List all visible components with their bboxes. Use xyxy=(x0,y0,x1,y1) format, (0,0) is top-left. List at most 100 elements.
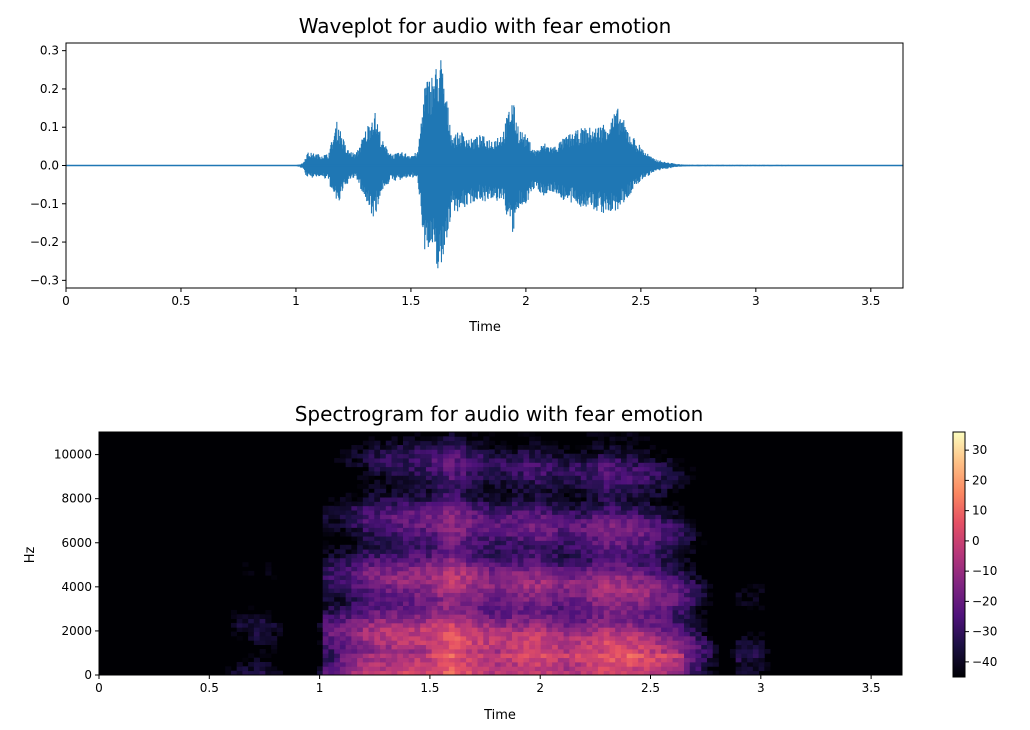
spectrogram-cell xyxy=(684,475,691,481)
spectrogram-cell xyxy=(506,622,513,628)
spectrogram-cell xyxy=(425,635,433,641)
spectrogram-cell xyxy=(523,527,530,533)
spectrogram-cell xyxy=(494,562,501,567)
spectrogram-cell xyxy=(534,640,542,646)
spectrogram-cell xyxy=(471,544,478,550)
spectrogram-cell xyxy=(414,488,421,494)
spectrogram-cell xyxy=(569,462,576,468)
spectrogram-cell xyxy=(437,605,444,611)
spectrogram-cell xyxy=(557,475,564,481)
spectrogram-cell xyxy=(540,453,547,459)
spectrogram-cell xyxy=(552,527,559,533)
spectrogram-cell xyxy=(540,570,547,576)
spectrogram-cell xyxy=(334,505,341,511)
spectrogram-cell xyxy=(466,583,473,589)
spectrogram-cell xyxy=(666,549,673,554)
spectrogram-cell xyxy=(563,614,570,619)
spectrogram-cell xyxy=(357,583,364,589)
spectrogram-cell xyxy=(534,458,542,463)
spectrogram-cell xyxy=(339,458,347,463)
spectrogram-cell xyxy=(643,505,651,511)
spectrogram-cell xyxy=(362,670,369,676)
spectrogram-cell xyxy=(397,601,404,606)
spectrogram-cell xyxy=(529,540,536,546)
spectrogram-cell xyxy=(638,462,645,468)
spectrogram-cell xyxy=(385,666,392,672)
spectrogram-cell xyxy=(339,497,347,502)
spectrogram-cell xyxy=(666,531,673,537)
spectrogram-cell xyxy=(408,536,415,541)
spectrogram-cell xyxy=(431,666,438,672)
spectrogram-cell xyxy=(483,484,490,489)
spectrogram-cell xyxy=(357,453,364,459)
spectrogram-cell xyxy=(443,458,450,463)
spectrogram-cell xyxy=(448,644,456,650)
spectrogram-cell xyxy=(511,514,519,520)
spectrogram-cell xyxy=(552,462,559,468)
spectrogram-cell xyxy=(460,601,467,606)
spectrogram-cell xyxy=(477,622,484,628)
spectrogram-cell xyxy=(477,445,484,450)
spectrogram-cell xyxy=(511,627,519,633)
spectrogram-cell xyxy=(592,601,599,606)
spectrogram-cell xyxy=(248,653,255,659)
spectrogram-cell xyxy=(506,510,513,515)
spectrogram-cell xyxy=(385,627,392,633)
spectrogram-cell xyxy=(448,471,456,476)
spectrogram-cell xyxy=(580,640,587,646)
spectrogram-cell xyxy=(695,575,702,580)
spectrogram-cell xyxy=(592,445,599,450)
spectrogram-cell xyxy=(638,666,645,672)
spectrogram-cell xyxy=(655,471,662,476)
spectrogram-cell xyxy=(575,640,582,646)
spectrogram-cell xyxy=(575,497,582,502)
spectrogram-cell xyxy=(569,549,576,554)
spectrogram-cell xyxy=(425,518,433,524)
spectrogram-cell xyxy=(563,458,570,463)
spectrogram-cell xyxy=(615,562,622,567)
spectrogram-cell xyxy=(437,514,444,520)
spectrogram-cell xyxy=(534,644,542,650)
spectrogram-cell xyxy=(695,631,702,637)
spectrogram-cell xyxy=(603,579,610,585)
spectrogram-cell xyxy=(334,596,341,602)
spectrogram-cell xyxy=(483,596,490,602)
spectrogram-cell xyxy=(534,653,542,659)
spectrogram-cell xyxy=(678,670,685,676)
spectrogram-cell xyxy=(678,523,685,528)
spectrogram-cell xyxy=(414,445,421,450)
spectrogram-cell xyxy=(672,622,679,628)
spectrogram-cell xyxy=(540,627,547,633)
spectrogram-cell xyxy=(437,475,444,481)
waveplot-x-tick-label: 3.5 xyxy=(861,294,880,308)
spectrogram-cell xyxy=(666,471,673,476)
spectrogram-cell xyxy=(672,635,679,641)
spectrogram-cell xyxy=(471,562,478,567)
spectrogram-cell xyxy=(632,531,639,537)
spectrogram-cell xyxy=(689,601,696,606)
spectrogram-cell xyxy=(385,653,392,659)
spectrogram-cell xyxy=(437,635,444,641)
spectrogram-cell xyxy=(437,488,444,494)
spectrogram-cell xyxy=(500,536,507,541)
spectrogram-cell xyxy=(397,657,404,663)
spectrogram-cell xyxy=(454,475,461,481)
spectrogram-cell xyxy=(454,575,461,580)
spectrogram-cell xyxy=(460,536,467,541)
spectrogram-cell xyxy=(678,609,685,615)
spectrogram-cell xyxy=(678,627,685,633)
spectrogram-cell xyxy=(471,627,478,633)
spectrogram-cell xyxy=(408,562,415,567)
spectrogram-cell xyxy=(420,540,427,546)
spectrogram-cell xyxy=(368,622,375,628)
spectrogram-cell xyxy=(586,505,593,511)
spectrogram-cell xyxy=(259,635,266,641)
spectrogram-cell xyxy=(500,583,507,589)
spectrogram-cell xyxy=(460,514,467,520)
spectrogram-cell xyxy=(580,601,587,606)
spectrogram-cell xyxy=(328,592,335,598)
spectrogram-cell xyxy=(649,445,656,450)
spectrogram-cell xyxy=(500,510,507,515)
spectrogram-cell xyxy=(552,631,559,637)
spectrogram-cell xyxy=(626,575,633,580)
